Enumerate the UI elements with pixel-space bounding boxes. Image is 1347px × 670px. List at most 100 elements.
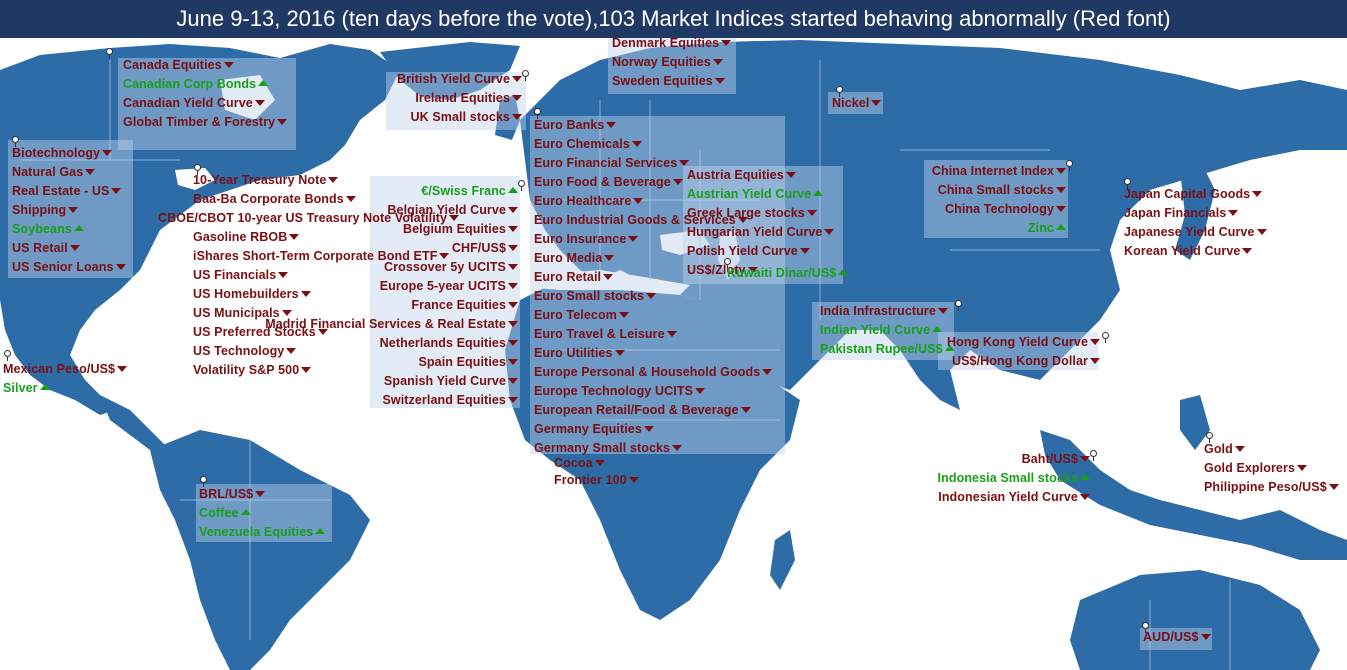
index-label: BRL/US$ — [199, 487, 266, 502]
down-arrow-icon — [799, 248, 810, 254]
down-arrow-icon — [512, 76, 522, 82]
map-pin-us-chicago — [194, 164, 201, 175]
index-label: Japan Financials — [1124, 206, 1239, 221]
index-label-text: Hong Kong Yield Curve — [947, 335, 1088, 349]
index-label: Gold — [1204, 442, 1245, 457]
index-label: Austria Equities — [687, 168, 796, 183]
panel-uk — [386, 72, 526, 130]
down-arrow-icon — [317, 329, 328, 335]
index-label: Kuwaiti Dinar/US$ — [727, 266, 849, 281]
index-label-text: British Yield Curve — [396, 72, 510, 86]
index-label-text: Indonesian Yield Curve — [938, 490, 1078, 504]
index-label: Euro Telecom — [534, 308, 629, 323]
down-arrow-icon — [603, 274, 614, 280]
down-arrow-icon — [439, 253, 450, 259]
index-label-text: Kuwaiti Dinar/US$ — [727, 266, 837, 280]
down-arrow-icon — [281, 310, 292, 316]
madagascar-landmass — [770, 530, 795, 590]
down-arrow-icon — [254, 100, 265, 106]
index-label: Gold Explorers — [1204, 461, 1308, 476]
index-label: CHF/US$ — [452, 241, 518, 256]
index-label: Gasoline RBOB — [193, 230, 300, 245]
index-label-text: US Preferred Stocks — [193, 325, 316, 339]
caspian-sea — [718, 230, 740, 280]
down-arrow-icon — [286, 348, 297, 354]
map-pin-us-east — [12, 136, 19, 147]
map-pin-japan — [1124, 178, 1131, 189]
down-arrow-icon — [223, 62, 234, 68]
down-arrow-icon — [712, 59, 723, 65]
index-label-text: Netherlands Equities — [379, 336, 506, 350]
index-label: US Senior Loans — [12, 260, 126, 275]
index-label-text: Gold Explorers — [1204, 461, 1296, 475]
index-label: US Retail — [12, 241, 80, 256]
up-arrow-icon — [240, 509, 251, 515]
index-label: British Yield Curve — [397, 72, 522, 87]
index-label: Canadian Corp Bonds — [123, 77, 269, 92]
index-label-text: Biotechnology — [12, 146, 101, 160]
index-label-text: Denmark Equities — [612, 36, 720, 50]
down-arrow-icon — [633, 198, 644, 204]
down-arrow-icon — [111, 188, 122, 194]
index-label: Silver — [3, 381, 50, 396]
down-arrow-icon — [300, 291, 311, 297]
down-arrow-icon — [871, 100, 882, 106]
down-arrow-icon — [1090, 358, 1100, 364]
index-label-text: Crossover 5y UCITS — [384, 260, 506, 274]
map-pin-philippines — [1206, 432, 1213, 443]
uk-landmass — [495, 95, 520, 140]
up-arrow-icon — [932, 326, 943, 332]
down-arrow-icon — [631, 141, 642, 147]
black-sea — [660, 230, 710, 255]
up-arrow-icon — [944, 345, 955, 351]
index-label-text: US$/Hong Kong Dollar — [951, 354, 1088, 368]
index-label-text: Zinc — [1027, 221, 1054, 235]
down-arrow-icon — [806, 210, 817, 216]
down-arrow-icon — [737, 217, 748, 223]
index-label-text: Japan Capital Goods — [1124, 187, 1251, 201]
index-label: Korean Yield Curve — [1124, 244, 1253, 259]
index-label-text: AUD/US$ — [1143, 630, 1199, 644]
index-label-text: Baa-Ba Corporate Bonds — [193, 192, 344, 206]
index-label-text: Canadian Yield Curve — [123, 96, 253, 110]
index-label-text: Gold — [1204, 442, 1233, 456]
index-label: Denmark Equities — [612, 36, 732, 51]
panel-hong-kong — [938, 332, 1098, 370]
index-label: UK Small stocks — [411, 110, 522, 125]
index-label: Canadian Yield Curve — [123, 96, 265, 111]
index-label: Europe 5-year UCITS — [380, 279, 518, 294]
map-pin-canada — [106, 48, 113, 59]
map-pin-russia — [836, 86, 843, 97]
index-label-text: CHF/US$ — [451, 241, 506, 255]
up-arrow-icon — [315, 528, 326, 534]
index-label-text: Japan Financials — [1124, 206, 1227, 220]
index-label-text: Global Timber & Forestry — [123, 115, 276, 129]
up-arrow-icon — [73, 225, 84, 231]
index-label-text: US Homebuilders — [193, 287, 299, 301]
index-label: Japan Capital Goods — [1124, 187, 1263, 202]
index-label: Nickel — [832, 96, 882, 111]
index-label-text: Euro Utilities — [534, 346, 613, 360]
down-arrow-icon — [628, 236, 639, 242]
index-label: Ireland Equities — [415, 91, 522, 106]
index-label: Japanese Yield Curve — [1124, 225, 1267, 240]
index-label-text: Korean Yield Curve — [1124, 244, 1241, 258]
index-label: US$/Zloty — [687, 263, 758, 278]
south-america-landmass — [150, 430, 370, 670]
index-label: Shipping — [12, 203, 79, 218]
index-label-text: 10-Year Treasury Note — [193, 173, 327, 187]
index-label: iShares Short-Term Corporate Bond ETF — [193, 249, 450, 264]
down-arrow-icon — [69, 245, 80, 251]
panel-china — [924, 160, 1068, 238]
index-label: US Technology — [193, 344, 297, 359]
index-label: Euro Financial Services — [534, 156, 690, 171]
index-label: Canada Equities — [123, 58, 234, 73]
down-arrow-icon — [1234, 446, 1245, 452]
index-label-text: Real Estate - US — [12, 184, 110, 198]
index-label-text: iShares Short-Term Corporate Bond ETF — [193, 249, 438, 263]
down-arrow-icon — [785, 172, 796, 178]
index-label: India Infrastructure — [820, 304, 948, 319]
down-arrow-icon — [508, 321, 518, 327]
down-arrow-icon — [345, 196, 356, 202]
index-label-text: Austrian Yield Curve — [687, 187, 812, 201]
